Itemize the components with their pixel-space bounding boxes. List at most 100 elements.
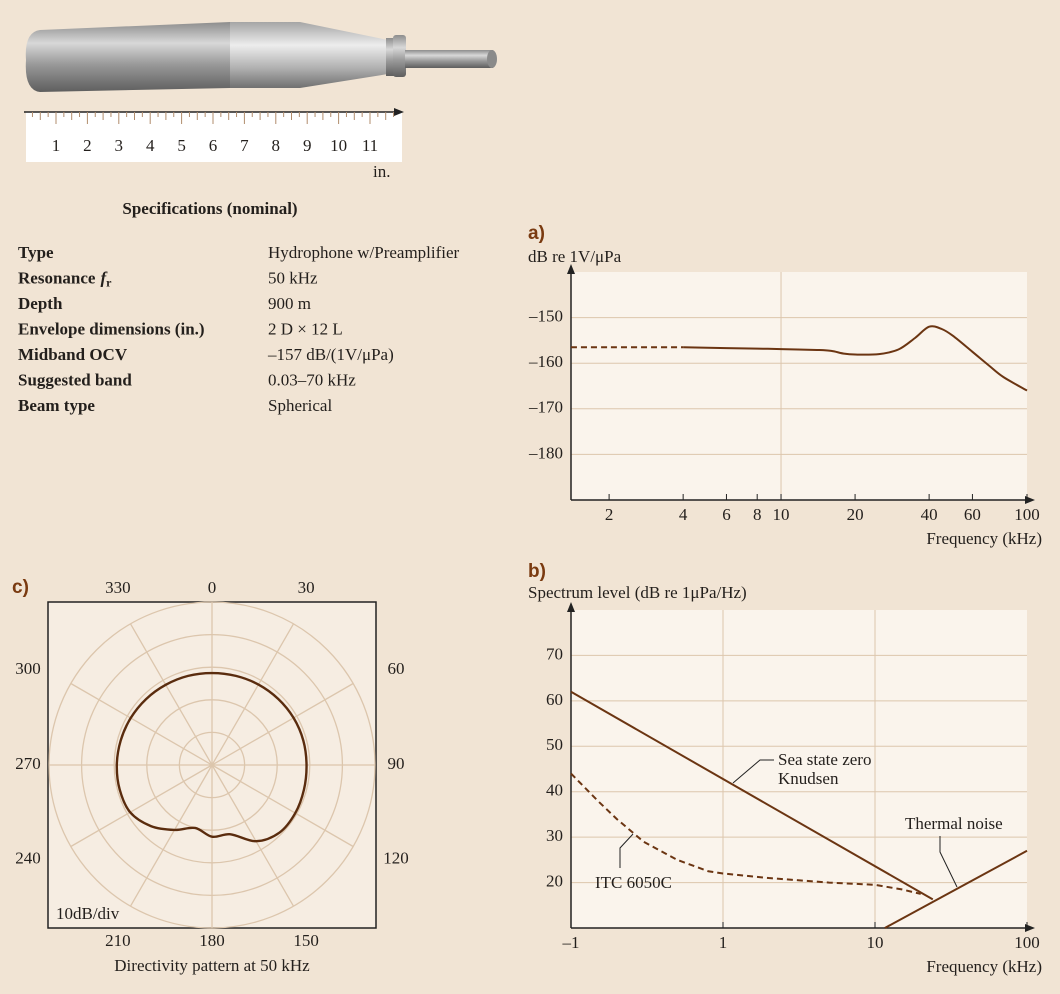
specs-title: Specifications (nominal) xyxy=(122,199,297,218)
polar-spoke xyxy=(211,682,354,766)
ruler-label: 11 xyxy=(362,136,378,155)
y-tick-label: 50 xyxy=(546,735,563,754)
spec-label: Midband OCV xyxy=(18,345,128,364)
ruler-label: 9 xyxy=(303,136,312,155)
spec-value: 2 D × 12 L xyxy=(268,319,343,338)
specs-table: Type Hydrophone w/Preamplifier Resonance fr… xyxy=(18,243,460,415)
panel-label: a) xyxy=(528,223,545,244)
y-tick-label: –180 xyxy=(528,443,563,462)
x-tick-label: –1 xyxy=(562,933,580,952)
ruler-unit: in. xyxy=(373,162,390,181)
annotation: Sea state zero xyxy=(778,750,871,769)
spec-subscript: r xyxy=(106,275,112,289)
x-axis-title: Directivity pattern at 50 kHz xyxy=(114,956,310,975)
hydrophone xyxy=(25,22,497,92)
spec-label: Resonance fr xyxy=(18,268,112,289)
angle-label: 60 xyxy=(388,659,405,678)
y-axis-title: dB re 1V/μPa xyxy=(528,247,622,266)
x-tick-label: 60 xyxy=(964,505,981,524)
ruler-label: 5 xyxy=(177,136,186,155)
annotation-leader xyxy=(619,833,634,868)
data-line xyxy=(570,690,934,901)
x-axis-arrow xyxy=(1025,924,1035,932)
y-tick-label: 60 xyxy=(546,690,563,709)
y-tick-label: 30 xyxy=(546,826,563,845)
ruler: in. 1 2 3 4 5 6 7 8 9 10 11 xyxy=(24,108,404,181)
angle-label: 0 xyxy=(208,578,217,597)
spec-label-text: Beam type xyxy=(18,396,95,415)
y-tick-label: –160 xyxy=(528,352,563,371)
spec-value: 0.03–70 kHz xyxy=(268,370,356,389)
spec-value: 900 m xyxy=(268,294,311,313)
y-tick-label: 40 xyxy=(546,781,563,800)
x-tick-label: 20 xyxy=(847,505,864,524)
data-line xyxy=(570,772,921,895)
x-tick-label: 100 xyxy=(1014,933,1040,952)
spec-value: Spherical xyxy=(268,396,332,415)
angle-label: 240 xyxy=(15,849,41,868)
x-axis-arrow xyxy=(1025,496,1035,504)
x-tick-label: 6 xyxy=(722,505,731,524)
angle-label: 90 xyxy=(388,754,405,773)
y-axis-arrow xyxy=(567,264,575,274)
ruler-label: 4 xyxy=(146,136,155,155)
angle-label: 180 xyxy=(199,931,225,950)
spec-value: 50 kHz xyxy=(268,268,318,287)
y-tick-label: 70 xyxy=(546,644,563,663)
ruler-label: 1 xyxy=(52,136,61,155)
spec-value: Hydrophone w/Preamplifier xyxy=(268,243,460,262)
x-tick-label: 10 xyxy=(867,933,884,952)
ruler-label: 7 xyxy=(240,136,249,155)
plot-area xyxy=(571,272,1027,500)
spec-label: Suggested band xyxy=(18,370,132,389)
x-tick-label: 100 xyxy=(1014,505,1040,524)
data-line xyxy=(884,849,1028,929)
ruler-label: 8 xyxy=(272,136,281,155)
spec-value: –157 dB/(1V/μPa) xyxy=(267,345,394,364)
annotation-leader xyxy=(732,759,774,784)
annotation: Knudsen xyxy=(778,769,839,788)
spec-label-text: Type xyxy=(18,243,54,262)
angle-label: 300 xyxy=(15,659,41,678)
data-line xyxy=(683,325,1028,392)
y-tick-label: –150 xyxy=(528,307,563,326)
x-tick-label: 10 xyxy=(773,505,790,524)
ruler-label: 2 xyxy=(83,136,92,155)
angle-label: 150 xyxy=(293,931,319,950)
spec-label-text: Suggested band xyxy=(18,370,132,389)
y-axis-arrow xyxy=(567,602,575,612)
angle-label: 210 xyxy=(105,931,131,950)
polar-spoke xyxy=(129,623,213,766)
y-tick-label: 20 xyxy=(546,871,563,890)
spec-symbol: f xyxy=(100,268,108,287)
x-tick-label: 8 xyxy=(753,505,762,524)
y-tick-label: –170 xyxy=(528,398,563,417)
spec-label-text: Midband OCV xyxy=(18,345,128,364)
polar-spoke xyxy=(129,764,213,907)
spec-label: Envelope dimensions (in.) xyxy=(18,319,205,338)
annotation: ITC 6050C xyxy=(595,873,672,892)
angle-label: 30 xyxy=(298,578,315,597)
x-tick-label: 40 xyxy=(921,505,938,524)
directivity-curve xyxy=(115,671,308,843)
ruler-label: 6 xyxy=(209,136,218,155)
x-tick-label: 1 xyxy=(719,933,728,952)
ruler-label: 10 xyxy=(330,136,347,155)
spec-label: Depth xyxy=(18,294,63,313)
annotation-leader xyxy=(939,836,958,888)
x-tick-label: 2 xyxy=(605,505,614,524)
polar-spoke xyxy=(70,764,213,848)
polar-spoke xyxy=(211,764,295,907)
y-axis-title: Spectrum level (dB re 1μPa/Hz) xyxy=(528,583,747,602)
panel-label: c) xyxy=(12,577,29,598)
angle-label: 270 xyxy=(15,754,41,773)
angle-label: 120 xyxy=(383,849,409,868)
spec-label-text: Resonance xyxy=(18,268,96,287)
spec-label-text: Depth xyxy=(18,294,63,313)
x-tick-label: 4 xyxy=(679,505,688,524)
scale-label: 10dB/div xyxy=(56,904,120,923)
annotation: Thermal noise xyxy=(905,814,1003,833)
spec-label: Beam type xyxy=(18,396,95,415)
